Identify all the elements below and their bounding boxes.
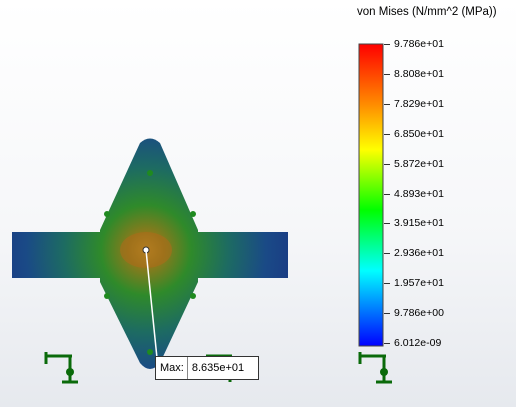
legend-tick-label: 9.786e+00 [394, 307, 444, 320]
legend-tick-label: 2.936e+01 [394, 247, 444, 260]
fixture-dot [147, 349, 153, 355]
legend-tick-label: 4.893e+01 [394, 187, 444, 200]
legend-tick-mark [384, 253, 390, 255]
fixture-dot [190, 211, 196, 217]
legend-tick-label: 8.808e+01 [394, 67, 444, 80]
max-annotation-box[interactable]: Max: 8.635e+01 [155, 356, 259, 380]
legend-tick-mark [384, 283, 390, 285]
fixture-dot [104, 293, 110, 299]
fixture-dot [147, 170, 153, 176]
legend-tick-mark [384, 103, 390, 105]
part-geometry[interactable] [12, 138, 288, 370]
legend-tick-mark [384, 343, 390, 344]
legend-tick-label: 1.957e+01 [394, 277, 444, 290]
legend-tick-mark [384, 73, 390, 75]
legend-tick-label: 5.872e+01 [394, 157, 444, 170]
legend-tick-label: 7.829e+01 [394, 97, 444, 110]
legend-tick-mark [384, 163, 390, 165]
legend-tick-mark [384, 223, 390, 225]
fixture-dot [190, 293, 196, 299]
legend-tick-mark [384, 313, 390, 315]
legend-gradient [358, 43, 384, 347]
legend-tick-mark [384, 44, 390, 45]
legend-tick-label: 9.786e+01 [394, 38, 444, 50]
max-label: Max: [160, 362, 184, 374]
legend-tick-mark [384, 193, 390, 195]
fixture-dot [104, 211, 110, 217]
probe-leader-line [145, 249, 158, 359]
legend-title: von Mises (N/mm^2 (MPa)) [357, 6, 497, 18]
axis-triad-icon [44, 352, 78, 384]
legend-tick-label: 6.850e+01 [394, 127, 444, 140]
legend-tick-label: 3.915e+01 [394, 217, 444, 230]
max-value: 8.635e+01 [186, 357, 244, 379]
legend-tick-mark [384, 133, 390, 135]
axis-triad-icon [358, 352, 392, 384]
legend-tick-label: 6.012e-09 [394, 337, 442, 349]
